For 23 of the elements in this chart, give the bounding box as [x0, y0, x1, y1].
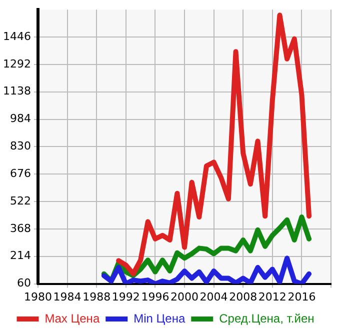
y-tick-label: 1138 — [2, 84, 31, 98]
x-tick-label: 1984 — [53, 290, 82, 304]
x-tick-label: 2008 — [229, 290, 258, 304]
y-tick-label: 60 — [16, 276, 31, 290]
x-tick-label: 1996 — [141, 290, 170, 304]
y-tick-label: 676 — [10, 166, 31, 180]
x-tick-label: 2000 — [170, 290, 198, 304]
x-tick-label: 2012 — [258, 290, 286, 304]
legend-label: Max Цена — [44, 311, 100, 326]
y-tick-label: 522 — [10, 194, 31, 208]
x-tick-label: 1992 — [112, 290, 140, 304]
y-tick-label: 830 — [10, 140, 31, 153]
x-tick-label: 1988 — [82, 290, 111, 304]
y-tick-label: 984 — [10, 112, 31, 126]
x-tick-label: 1980 — [24, 290, 52, 304]
y-tick-label: 1292 — [2, 57, 31, 70]
x-tick-label: 2004 — [200, 290, 228, 304]
y-tick-label: 214 — [10, 249, 31, 262]
y-tick-label: 1446 — [2, 30, 31, 43]
y-tick-label: 368 — [10, 222, 31, 235]
legend-label: Min Цена — [134, 311, 186, 326]
x-tick-label: 2016 — [288, 290, 316, 304]
legend-label: Сред.Цена, т.йен — [219, 311, 314, 326]
